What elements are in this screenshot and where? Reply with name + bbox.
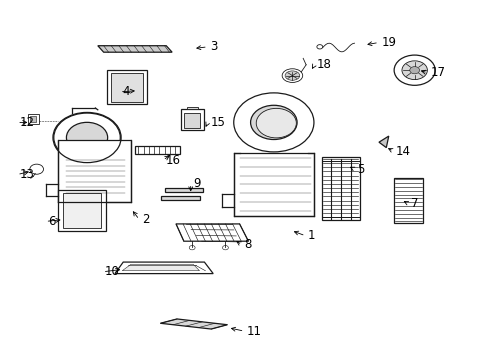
Text: 13: 13 bbox=[20, 168, 34, 181]
Circle shape bbox=[250, 105, 297, 140]
Polygon shape bbox=[165, 188, 203, 192]
Circle shape bbox=[233, 93, 313, 152]
Circle shape bbox=[222, 246, 228, 250]
Circle shape bbox=[66, 122, 107, 153]
Bar bbox=[233, 153, 314, 216]
Text: 3: 3 bbox=[210, 40, 217, 53]
Text: 7: 7 bbox=[410, 197, 417, 210]
Bar bbox=[321, 157, 359, 220]
Circle shape bbox=[30, 164, 43, 174]
Circle shape bbox=[256, 108, 296, 138]
Text: 10: 10 bbox=[105, 265, 120, 278]
Polygon shape bbox=[160, 319, 227, 329]
Bar bbox=[62, 193, 101, 228]
Circle shape bbox=[401, 61, 427, 80]
Text: 1: 1 bbox=[307, 229, 315, 242]
Text: 5: 5 bbox=[356, 163, 364, 176]
Bar bbox=[393, 178, 422, 223]
Bar bbox=[30, 116, 36, 122]
Circle shape bbox=[409, 67, 419, 74]
Text: 14: 14 bbox=[395, 145, 410, 158]
Text: 9: 9 bbox=[193, 177, 200, 190]
Bar bbox=[186, 107, 197, 109]
Ellipse shape bbox=[285, 71, 299, 80]
Circle shape bbox=[189, 246, 195, 250]
Circle shape bbox=[393, 55, 434, 85]
Bar bbox=[110, 73, 142, 102]
Text: 18: 18 bbox=[316, 58, 331, 71]
Polygon shape bbox=[176, 224, 248, 241]
Bar bbox=[58, 140, 131, 202]
Polygon shape bbox=[378, 136, 388, 148]
Polygon shape bbox=[115, 262, 213, 274]
Text: 16: 16 bbox=[165, 154, 180, 167]
Bar bbox=[28, 114, 39, 124]
Text: 4: 4 bbox=[122, 85, 129, 98]
Circle shape bbox=[316, 45, 322, 49]
Polygon shape bbox=[98, 46, 172, 52]
Text: 8: 8 bbox=[244, 238, 251, 251]
Circle shape bbox=[54, 113, 120, 162]
Polygon shape bbox=[161, 196, 199, 200]
Text: 6: 6 bbox=[48, 215, 55, 228]
Bar bbox=[183, 113, 200, 128]
Bar bbox=[181, 109, 204, 130]
Text: 15: 15 bbox=[210, 116, 224, 129]
Ellipse shape bbox=[282, 69, 302, 82]
Text: 19: 19 bbox=[381, 36, 396, 49]
Text: 12: 12 bbox=[20, 116, 35, 129]
Polygon shape bbox=[122, 264, 199, 271]
Bar bbox=[58, 190, 105, 231]
Bar bbox=[135, 146, 180, 154]
Text: 17: 17 bbox=[429, 66, 445, 79]
Text: 11: 11 bbox=[246, 325, 262, 338]
Text: 2: 2 bbox=[142, 213, 149, 226]
Bar bbox=[106, 70, 146, 104]
